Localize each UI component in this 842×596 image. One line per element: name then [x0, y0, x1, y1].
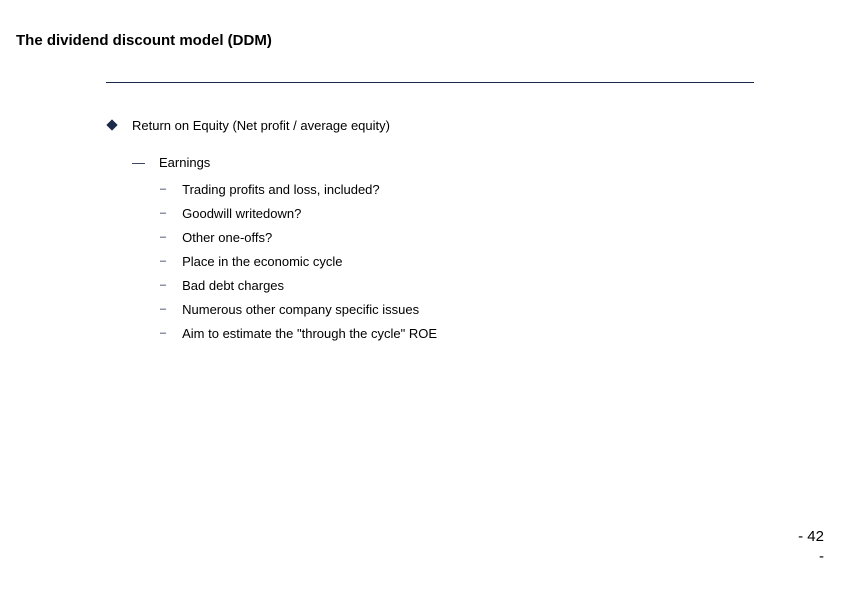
bullet-level3: – Place in the economic cycle	[160, 254, 437, 269]
page-number-line1: - 42	[798, 527, 824, 547]
page-number-line2: -	[798, 547, 824, 567]
level3-list: – Trading profits and loss, included? – …	[160, 182, 437, 341]
level2-text: Earnings	[159, 155, 210, 170]
level1-text: Return on Equity (Net profit / average e…	[132, 118, 390, 133]
bullet-level3: – Aim to estimate the "through the cycle…	[160, 326, 437, 341]
bullet-level3: – Bad debt charges	[160, 278, 437, 293]
slide-title: The dividend discount model (DDM)	[16, 32, 272, 49]
content-area: Return on Equity (Net profit / average e…	[108, 118, 437, 350]
endash-bullet-icon: –	[160, 182, 166, 196]
level3-text: Place in the economic cycle	[182, 254, 342, 269]
bullet-level3: – Numerous other company specific issues	[160, 302, 437, 317]
endash-bullet-icon: –	[160, 230, 166, 244]
page-number: - 42 -	[798, 527, 824, 566]
level3-text: Numerous other company specific issues	[182, 302, 419, 317]
title-divider	[106, 82, 754, 83]
bullet-level2: — Earnings	[132, 155, 437, 170]
dash-bullet-icon: —	[132, 156, 145, 169]
bullet-level1: Return on Equity (Net profit / average e…	[108, 118, 437, 133]
level3-text: Other one-offs?	[182, 230, 272, 245]
level3-text: Goodwill writedown?	[182, 206, 301, 221]
level3-text: Trading profits and loss, included?	[182, 182, 380, 197]
endash-bullet-icon: –	[160, 206, 166, 220]
bullet-level3: – Trading profits and loss, included?	[160, 182, 437, 197]
level3-text: Bad debt charges	[182, 278, 284, 293]
bullet-level3: – Other one-offs?	[160, 230, 437, 245]
endash-bullet-icon: –	[160, 278, 166, 292]
endash-bullet-icon: –	[160, 254, 166, 268]
diamond-bullet-icon	[106, 119, 117, 130]
endash-bullet-icon: –	[160, 326, 166, 340]
bullet-level3: – Goodwill writedown?	[160, 206, 437, 221]
level3-text: Aim to estimate the "through the cycle" …	[182, 326, 437, 341]
endash-bullet-icon: –	[160, 302, 166, 316]
